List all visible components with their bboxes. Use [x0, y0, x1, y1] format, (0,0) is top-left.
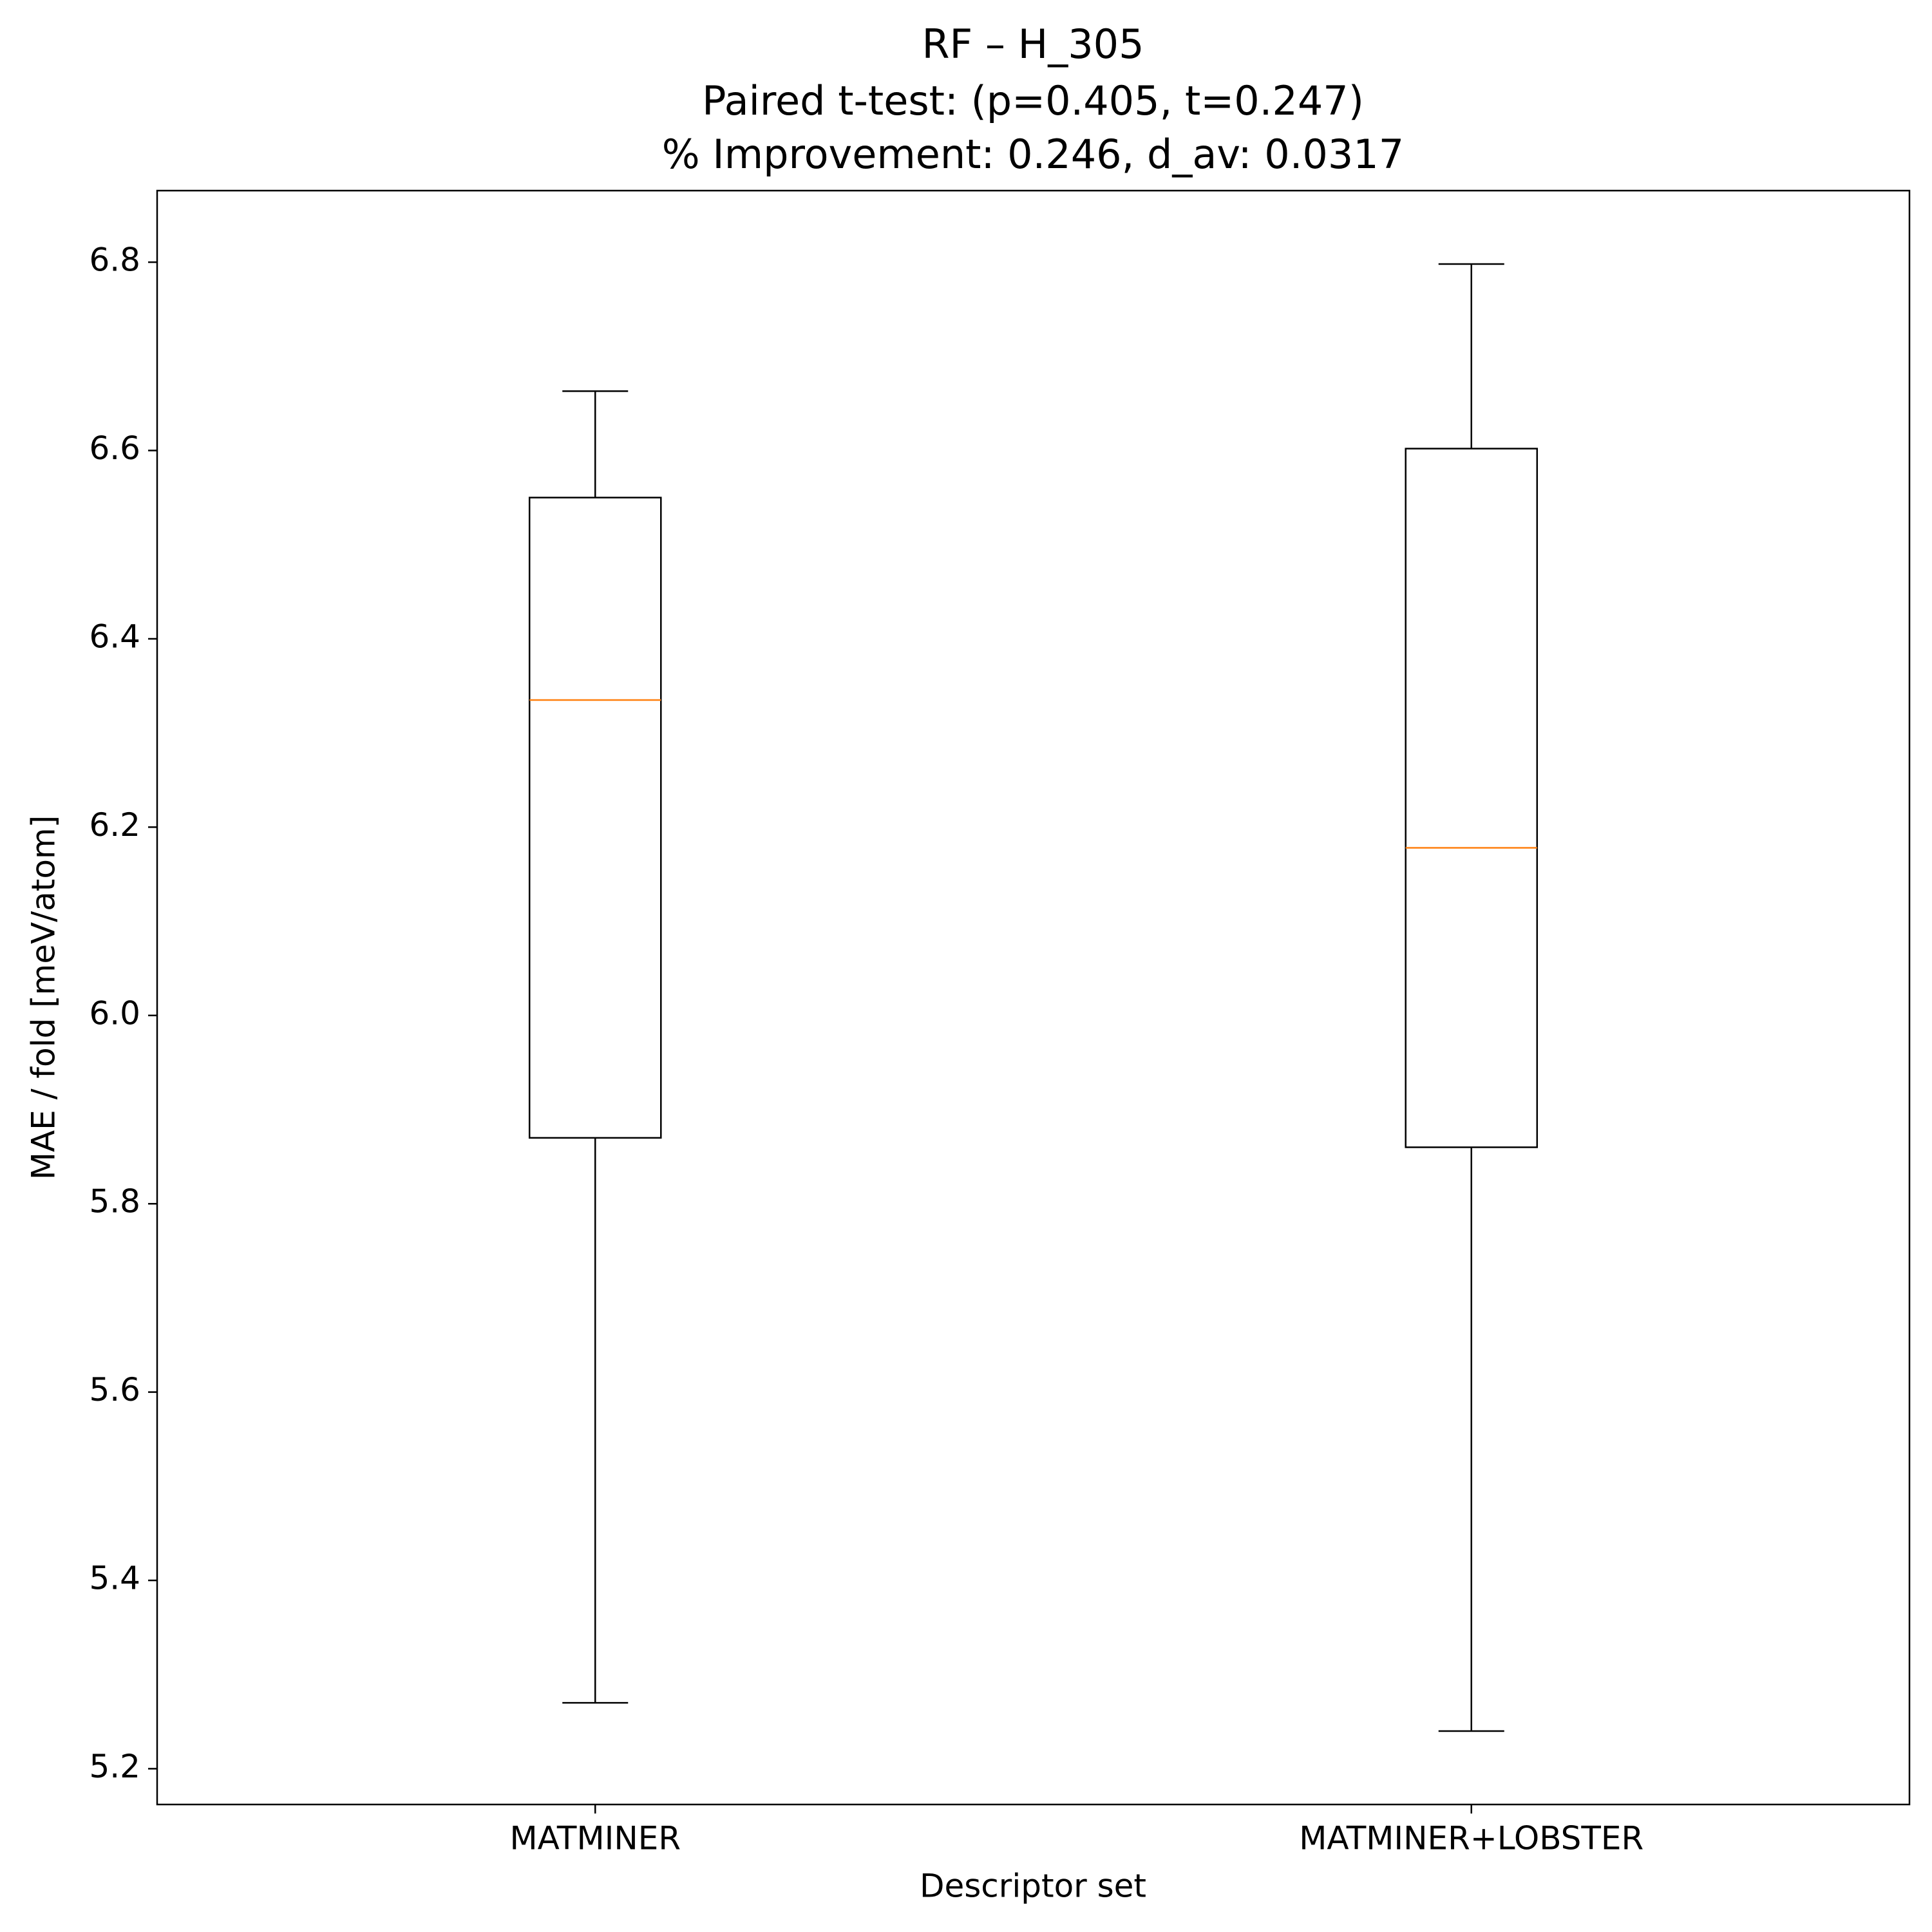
chart-subtitle: % Improvement: 0.246, d_av: 0.0317 — [662, 131, 1404, 178]
y-tick-label: 5.2 — [89, 1748, 140, 1785]
box — [528, 497, 662, 1139]
y-tick-label: 6.4 — [89, 618, 140, 655]
box — [1405, 448, 1539, 1148]
x-tick-label: MATMINER — [509, 1820, 681, 1857]
y-tick-label: 6.2 — [89, 806, 140, 844]
x-tick-label: MATMINER+LOBSTER — [1299, 1820, 1643, 1857]
y-tick-label: 5.6 — [89, 1371, 140, 1408]
y-tick-label: 6.6 — [89, 430, 140, 467]
y-tick-label: 6.8 — [89, 242, 140, 279]
y-tick-label: 5.4 — [89, 1560, 140, 1597]
plot-frame — [156, 189, 1911, 1806]
chart-title: RF – H_305 — [922, 21, 1144, 68]
y-tick-label: 5.8 — [89, 1183, 140, 1220]
chart-subtitle: Paired t-test: (p=0.405, t=0.247) — [702, 77, 1364, 124]
y-tick-label: 6.0 — [89, 994, 140, 1032]
y-axis-label: MAE / fold [meV/atom] — [25, 815, 62, 1180]
x-axis-label: Descriptor set — [920, 1868, 1146, 1905]
